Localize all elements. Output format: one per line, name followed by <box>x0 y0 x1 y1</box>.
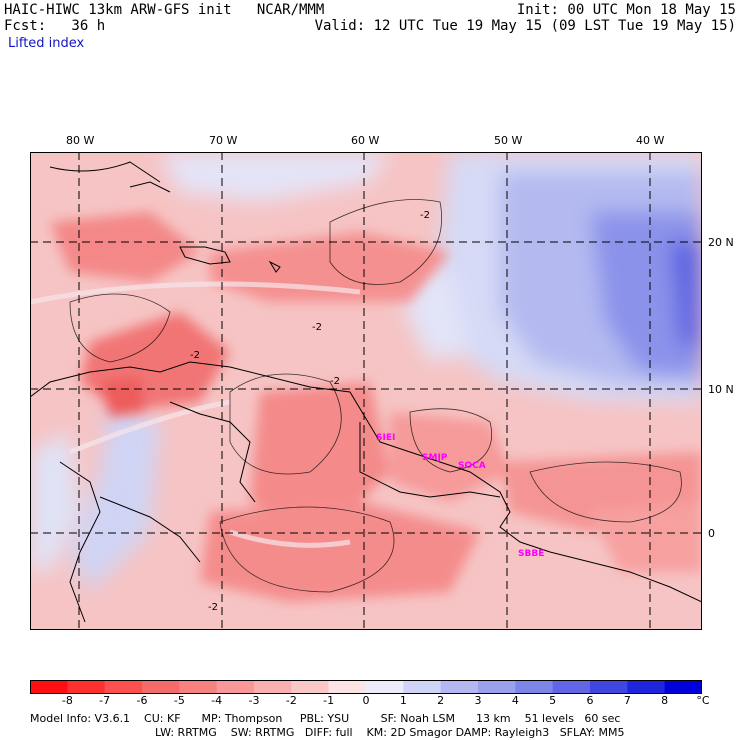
contour-lines <box>69 199 682 593</box>
forecast-hour: Fcst: 36 h <box>4 18 106 34</box>
colorbar-tick-label: -8 <box>61 694 73 707</box>
lon-label-50w: 50 W <box>494 134 523 147</box>
colorbar-tick-label: -2 <box>285 694 297 707</box>
colorbar-swatch <box>179 680 218 694</box>
field-name: Lifted index <box>8 36 85 51</box>
colorbar-swatch <box>590 680 628 694</box>
header-title: HAIC-HIWC 13km ARW-GFS init NCAR/MMM <box>4 2 325 18</box>
station-label-sbbe: SBBE <box>518 549 544 559</box>
colorbar-frame <box>30 680 702 694</box>
station-label-siei: SIEI <box>376 433 395 443</box>
colorbar-swatch <box>664 680 702 694</box>
contour-label: -2 <box>190 350 200 361</box>
colorbar-swatch <box>254 680 292 694</box>
colorbar-tick-label: 3 <box>474 694 482 707</box>
init-time: Init: 00 UTC Mon 18 May 15 <box>516 2 736 18</box>
valid-time: Valid: 12 UTC Tue 19 May 15 (09 LST Tue … <box>314 18 736 34</box>
lat-label-10n: 10 N <box>708 383 734 396</box>
colorbar-unit: °C <box>696 694 710 707</box>
lat-label-eq: 0 <box>708 527 715 540</box>
colorbar-tick-label: -5 <box>173 694 185 707</box>
colorbar-tick-label: -6 <box>136 694 148 707</box>
colorbar-swatch <box>515 680 554 694</box>
colorbar-swatch <box>30 680 68 694</box>
colorbar-tick-label: 8 <box>661 694 669 707</box>
colorbar-swatch <box>104 680 143 694</box>
colorbar-tick-label: 6 <box>586 694 594 707</box>
stable-streaks <box>30 281 361 548</box>
lon-label-70w: 70 W <box>209 134 238 147</box>
colorbar-swatch <box>216 680 255 694</box>
colorbar-tick-label: -3 <box>248 694 260 707</box>
colorbar-tick-label: -7 <box>99 694 111 707</box>
colorbar-swatch <box>366 680 404 694</box>
colorbar-tick-label: 1 <box>399 694 407 707</box>
graticule <box>30 152 702 630</box>
colorbar-swatch <box>440 680 479 694</box>
colorbar-tick-label: 5 <box>549 694 557 707</box>
colorbar-tick-label: 2 <box>437 694 445 707</box>
colorbar-tick-label: 4 <box>511 694 519 707</box>
colorbar-swatch <box>291 680 330 694</box>
unstable-region <box>50 212 702 602</box>
lon-label-80w: 80 W <box>66 134 95 147</box>
contour-label: -2 <box>312 322 322 333</box>
coastlines <box>30 161 702 623</box>
colorbar-swatch <box>552 680 591 694</box>
model-info-line2: LW: RRTMG SW: RRTMG DIFF: full KM: 2D Sm… <box>155 726 625 739</box>
model-info-line1: Model Info: V3.6.1 CU: KF MP: Thompson P… <box>30 712 621 725</box>
lat-label-20n: 20 N <box>708 236 734 249</box>
stable-region <box>30 152 702 592</box>
colorbar-tick-label: 0 <box>362 694 370 707</box>
colorbar-tick-label: 7 <box>623 694 631 707</box>
colorbar-swatch <box>478 680 516 694</box>
colorbar-tick-label: -4 <box>211 694 223 707</box>
map-frame <box>30 152 702 630</box>
contour-label: -2 <box>208 602 218 613</box>
lon-label-60w: 60 W <box>351 134 380 147</box>
colorbar-swatch <box>328 680 367 694</box>
colorbar-swatch <box>142 680 180 694</box>
colorbar <box>30 680 702 694</box>
colorbar-tick-label: -1 <box>323 694 335 707</box>
colorbar-swatch <box>67 680 106 694</box>
colorbar-swatch <box>403 680 442 694</box>
lifted-index-map: -2 -2 -2 -2 -2 SIEI SMJP SOCA SBBE <box>30 152 702 630</box>
station-label-smjp: SMJP <box>422 453 448 463</box>
lon-label-40w: 40 W <box>636 134 665 147</box>
colorbar-swatch <box>627 680 666 694</box>
station-label-soca: SOCA <box>458 461 486 471</box>
contour-label: -2 <box>330 376 340 387</box>
contour-label: -2 <box>420 210 430 221</box>
